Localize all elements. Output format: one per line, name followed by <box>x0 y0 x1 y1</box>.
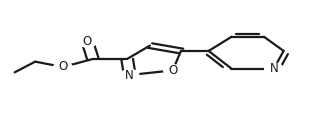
Text: N: N <box>126 68 134 82</box>
Ellipse shape <box>265 63 283 74</box>
Ellipse shape <box>54 61 72 73</box>
Ellipse shape <box>164 65 182 76</box>
Text: O: O <box>168 64 177 77</box>
Text: O: O <box>58 60 67 74</box>
Text: O: O <box>83 35 92 48</box>
Ellipse shape <box>121 69 139 81</box>
Text: N: N <box>270 62 278 75</box>
Ellipse shape <box>78 36 96 47</box>
